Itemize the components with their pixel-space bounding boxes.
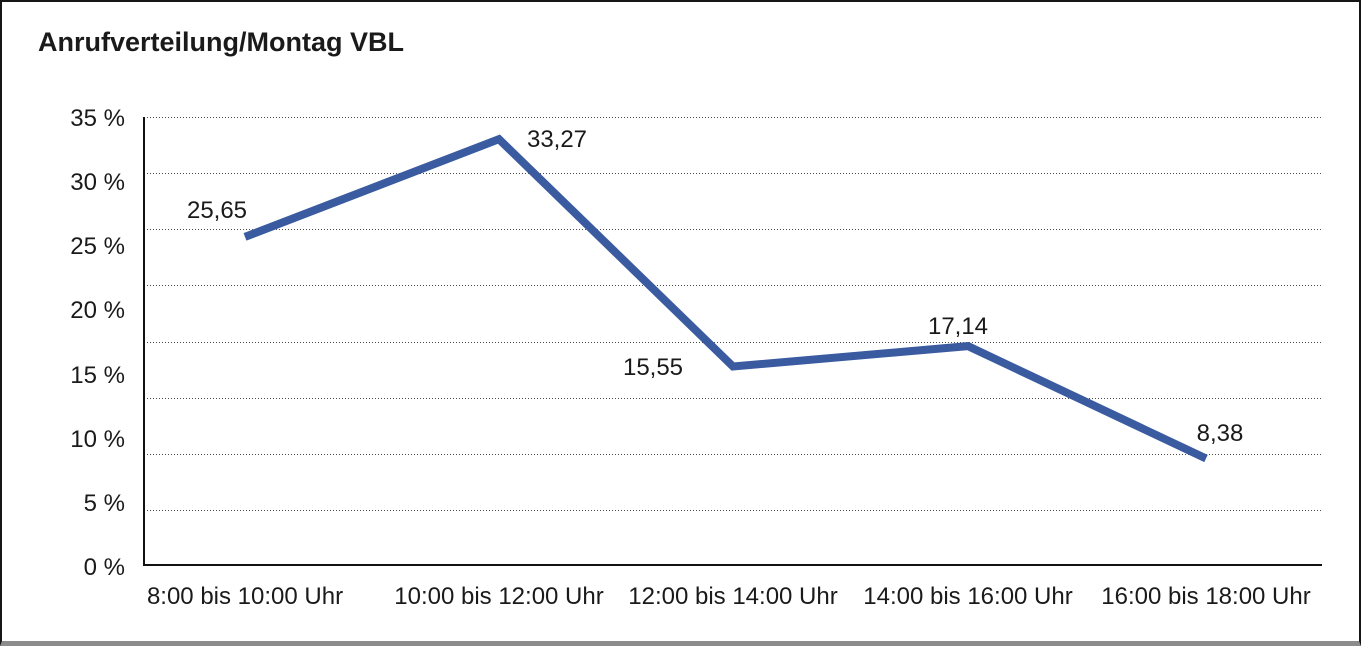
gridline — [144, 509, 1322, 511]
y-tick-label: 35 % — [70, 105, 125, 132]
y-tick-label: 5 % — [83, 489, 125, 517]
value-label: 15,55 — [622, 353, 684, 381]
y-tick-label: 10 % — [70, 425, 125, 453]
gridline — [144, 117, 1322, 118]
x-tick-label: 12:00 bis 14:00 Uhr — [628, 583, 838, 610]
gridline — [144, 397, 1322, 399]
x-tick-label: 14:00 bis 16:00 Uhr — [863, 583, 1073, 610]
gridline — [144, 229, 1322, 231]
x-tick-label: 8:00 bis 10:00 Uhr — [146, 583, 344, 610]
y-tick-label: 30 % — [70, 169, 125, 197]
gridline — [144, 285, 1322, 287]
y-tick-label: 0 % — [83, 554, 125, 581]
y-tick-label: 20 % — [70, 297, 125, 325]
x-tick-label: 10:00 bis 12:00 Uhr — [394, 583, 604, 610]
value-label: 25,65 — [186, 196, 248, 224]
gridline — [144, 453, 1322, 455]
value-label: 17,14 — [927, 313, 989, 341]
gridline — [144, 173, 1322, 175]
y-axis-line — [143, 117, 145, 566]
y-tick-label: 25 % — [70, 233, 125, 261]
value-label: 33,27 — [526, 126, 588, 154]
y-tick-label: 15 % — [70, 361, 125, 389]
series-line — [243, 134, 1208, 463]
x-axis-line — [143, 564, 1322, 566]
value-label: 8,38 — [1196, 420, 1244, 448]
gridline — [144, 341, 1322, 343]
x-tick-label: 16:00 bis 18:00 Uhr — [1101, 583, 1311, 610]
chart-title: Anrufverteilung/Montag VBL — [38, 27, 404, 57]
